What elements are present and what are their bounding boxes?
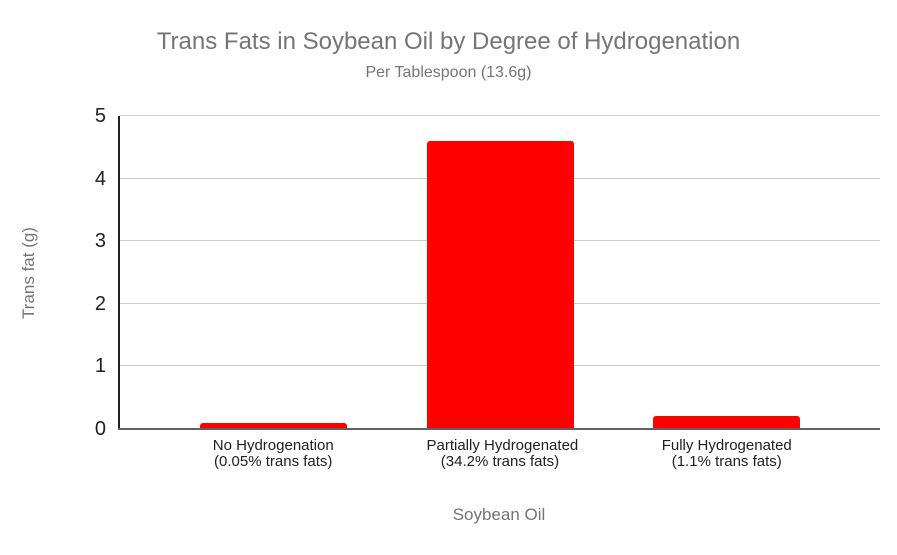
x-label-line1: Fully Hydrogenated	[661, 437, 792, 454]
x-label-line2: (0.05% trans fats)	[214, 453, 333, 470]
y-tick-label: 5	[94, 105, 106, 127]
bar-fully-hydrogenated[interactable]	[653, 416, 801, 429]
x-label-partially-hydrogenated: Partially Hydrogenated (34.2% trans fats…	[426, 437, 579, 470]
x-label-line2: (34.2% trans fats)	[440, 453, 560, 470]
x-label-no-hydrogenation: No Hydrogenation (0.05% trans fats)	[200, 438, 347, 470]
y-tick-label: 1	[94, 355, 106, 378]
y-tick-label: 3	[94, 230, 106, 253]
x-label-line2: (1.1% trans fats)	[671, 453, 782, 470]
chart-title: Trans Fats in Soybean Oil by Degree of H…	[156, 28, 741, 55]
x-axis-title: Soybean Oil	[452, 505, 546, 524]
gridline	[120, 115, 880, 116]
x-axis-baseline	[118, 428, 880, 430]
bar-partially-hydrogenated[interactable]	[426, 141, 574, 429]
y-tick-label: 2	[94, 292, 106, 315]
y-axis-ticks: 0 1 2 3 4 5	[0, 106, 106, 439]
bars-group	[120, 116, 880, 429]
x-label-line1: No Hydrogenation	[212, 437, 334, 454]
y-tick-label: 4	[94, 167, 106, 190]
y-tick-label: 0	[94, 418, 106, 440]
x-label-fully-hydrogenated: Fully Hydrogenated (1.1% trans fats)	[653, 438, 800, 470]
chart-subtitle: Per Tablespoon (13.6g)	[365, 64, 532, 81]
bar-no-hydrogenation[interactable]	[199, 422, 347, 429]
plot-area	[118, 115, 880, 430]
x-label-line1: Partially Hydrogenated	[426, 437, 579, 454]
x-axis-labels: No Hydrogenation (0.05% trans fats) Part…	[120, 438, 880, 470]
